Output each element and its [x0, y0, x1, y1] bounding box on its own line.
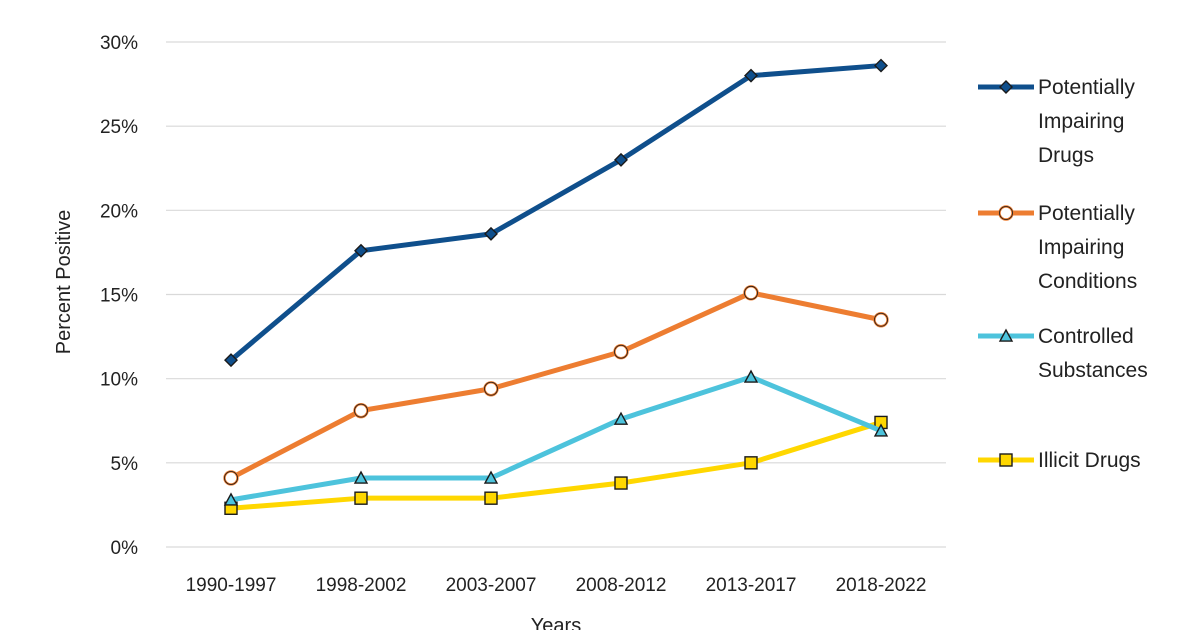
legend-label: Potentially: [1038, 202, 1135, 225]
legend-label: Controlled: [1038, 325, 1134, 348]
x-tick-label: 2013-2017: [706, 575, 797, 596]
legend-item-controlled-substances: Controlled Substances: [978, 325, 1148, 382]
data-point-potentially-impairing-conditions-outline: [224, 471, 238, 485]
data-point-illicit-drugs: [484, 491, 498, 505]
data-point-potentially-impairing-conditions-outline: [614, 344, 628, 359]
data-point-controlled-substances: [613, 411, 629, 425]
data-point-illicit-drugs: [614, 476, 628, 490]
y-tick-label: 25%: [100, 117, 138, 138]
data-point-illicit-drugs: [744, 456, 758, 470]
series-line-potentially-impairing-conditions: [228, 290, 884, 481]
data-point-potentially-impairing-drugs: [484, 226, 498, 241]
legend-label: Conditions: [1038, 270, 1137, 293]
data-point-potentially-impairing-drugs: [614, 152, 628, 167]
series-illicit-drugs: [224, 415, 888, 515]
y-tick-label: 5%: [111, 454, 139, 475]
legend-item-potentially-impairing-drugs: Potentially Impairing Drugs: [978, 76, 1135, 167]
data-point-controlled-substances: [483, 470, 499, 484]
series-line-potentially-impairing-drugs: [228, 63, 884, 363]
legend-marker-outline: [999, 206, 1013, 220]
data-point-potentially-impairing-drugs: [744, 68, 758, 83]
y-tick-label: 0%: [111, 538, 139, 559]
data-point-controlled-substances: [223, 492, 239, 506]
legend-label: Substances: [1038, 359, 1148, 382]
legend-item-potentially-impairing-conditions: Potentially Impairing Conditions: [978, 202, 1137, 293]
legend-label: Potentially: [1038, 76, 1135, 99]
legend-label: Drugs: [1038, 144, 1094, 167]
y-tick-label: 10%: [100, 370, 138, 391]
y-tick-label: 20%: [100, 201, 138, 222]
data-point-controlled-substances: [353, 470, 369, 484]
series-controlled-substances: [223, 369, 889, 506]
y-tick-label: 15%: [100, 286, 138, 307]
legend-item-illicit-drugs: Illicit Drugs: [978, 449, 1141, 472]
data-point-potentially-impairing-drugs: [874, 58, 888, 73]
x-axis-title: Years: [531, 615, 581, 630]
x-tick-label: 2008-2012: [576, 575, 667, 596]
x-tick-label: 2003-2007: [446, 575, 537, 596]
y-tick-label: 30%: [100, 33, 138, 54]
data-point-potentially-impairing-conditions-outline: [484, 381, 498, 396]
y-axis-title: Percent Positive: [53, 210, 75, 355]
x-tick-label: 2018-2022: [836, 575, 927, 596]
data-point-potentially-impairing-conditions-outline: [874, 312, 888, 327]
series-line-controlled-substances: [228, 374, 884, 503]
x-tick-label: 1998-2002: [316, 575, 407, 596]
x-axis-ticks: 1990-1997 1998-2002 2003-2007 2008-2012 2013…: [186, 575, 927, 596]
legend-label: Impairing: [1038, 236, 1124, 259]
series-potentially-impairing-conditions: [223, 285, 889, 486]
legend-label: Illicit Drugs: [1038, 449, 1141, 472]
data-point-controlled-substances: [873, 423, 889, 437]
gridlines: [166, 41, 946, 548]
series-line-illicit-drugs: [228, 419, 884, 511]
legend-marker: [998, 328, 1014, 342]
x-tick-label: 1990-1997: [186, 575, 277, 596]
data-point-potentially-impairing-conditions-outline: [744, 285, 758, 300]
data-point-potentially-impairing-conditions-outline: [354, 403, 368, 418]
legend: Potentially Impairing Drugs Potentially Impa…: [978, 76, 1148, 472]
y-axis-ticks: 0% 5% 10% 15% 20% 25% 30%: [100, 33, 138, 559]
legend-marker: [999, 453, 1013, 467]
data-point-illicit-drugs: [354, 491, 368, 505]
plot-area: [223, 58, 889, 515]
legend-marker: [999, 80, 1013, 94]
legend-label: Impairing: [1038, 110, 1124, 133]
data-point-potentially-impairing-drugs: [354, 243, 368, 258]
data-point-potentially-impairing-drugs: [224, 353, 238, 368]
series-potentially-impairing-drugs: [224, 58, 888, 368]
data-point-controlled-substances: [743, 369, 759, 383]
